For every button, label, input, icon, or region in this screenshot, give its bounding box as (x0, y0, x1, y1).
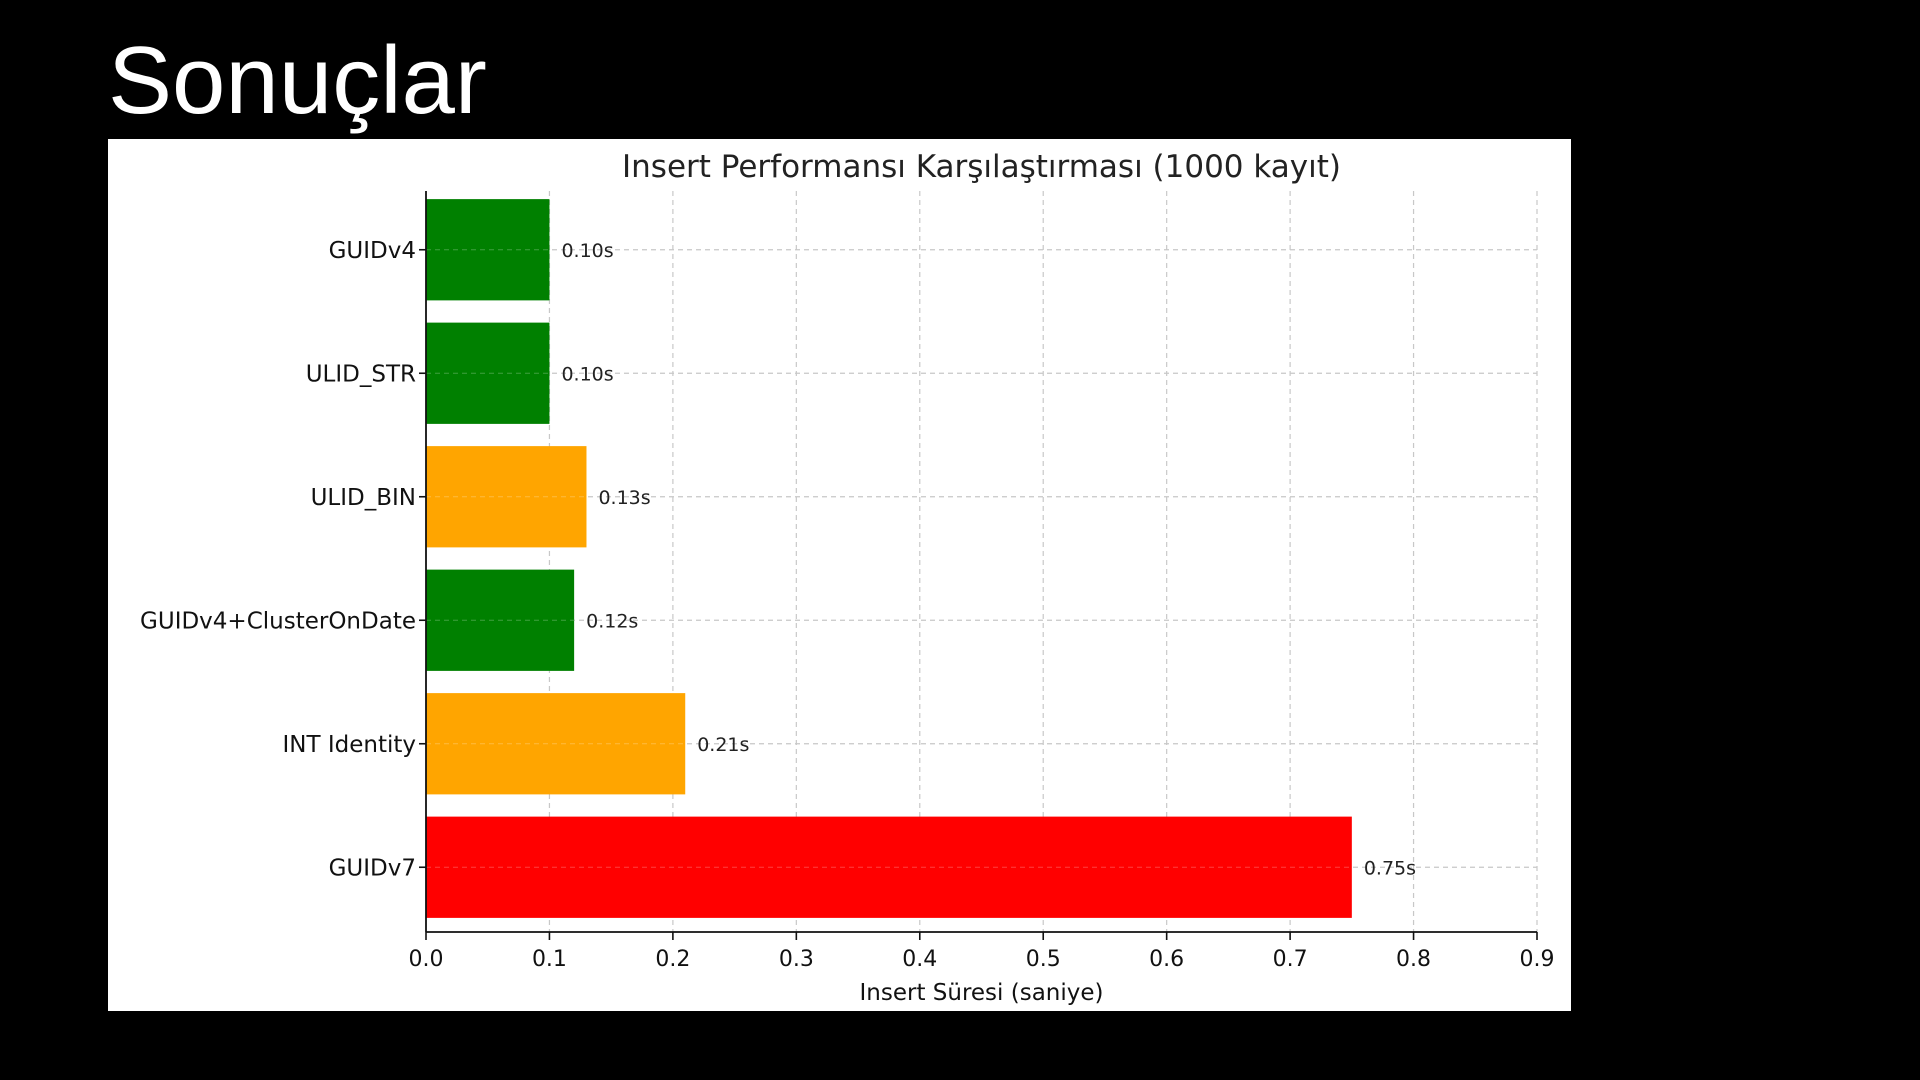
x-tick-label: 0.1 (532, 947, 567, 972)
bar (426, 816, 1352, 918)
bar-value-label: 0.21s (697, 734, 749, 756)
bar-chart: 0.0 0.1 0.2 0.3 0.4 0.5 0.6 0.7 0.8 0.9 0.10s GUIDv… (140, 149, 1554, 1006)
bar (426, 322, 550, 424)
category-label: ULID_BIN (311, 485, 416, 511)
x-tick-label: 0.7 (1273, 947, 1308, 972)
labels: 0.0 0.1 0.2 0.3 0.4 0.5 0.6 0.7 0.8 0.9 0.10s GUIDv… (140, 238, 1554, 972)
category-label: ULID_STR (306, 361, 416, 387)
x-tick-label: 0.3 (779, 947, 814, 972)
x-axis-label: Insert Süresi (saniye) (860, 980, 1104, 1006)
bar-value-label: 0.75s (1364, 857, 1416, 879)
bar-value-label: 0.10s (561, 363, 613, 385)
chart-panel: 0.0 0.1 0.2 0.3 0.4 0.5 0.6 0.7 0.8 0.9 0.10s GUIDv… (108, 139, 1571, 1011)
chart-title: Insert Performansı Karşılaştırması (1000… (622, 149, 1341, 185)
bar-value-label: 0.12s (586, 610, 638, 632)
bars (426, 199, 1352, 918)
x-tick-label: 0.5 (1026, 947, 1061, 972)
category-label: INT Identity (283, 732, 417, 758)
x-tick-label: 0.2 (655, 947, 690, 972)
x-tick-label: 0.8 (1396, 947, 1431, 972)
category-label: GUIDv4+ClusterOnDate (140, 608, 416, 634)
category-label: GUIDv7 (329, 855, 416, 881)
axes (425, 191, 1537, 933)
bar (426, 569, 575, 671)
bar (426, 199, 550, 301)
x-tick-label: 0.9 (1520, 947, 1555, 972)
x-tick-label: 0.4 (902, 947, 937, 972)
category-label: GUIDv4 (329, 238, 416, 264)
slide-title: Sonuçlar (108, 27, 487, 134)
bar (426, 693, 686, 795)
x-tick-label: 0.0 (409, 947, 444, 972)
bar (426, 446, 587, 548)
bar-value-label: 0.13s (598, 487, 650, 509)
bar-value-label: 0.10s (561, 240, 613, 262)
x-tick-label: 0.6 (1149, 947, 1184, 972)
